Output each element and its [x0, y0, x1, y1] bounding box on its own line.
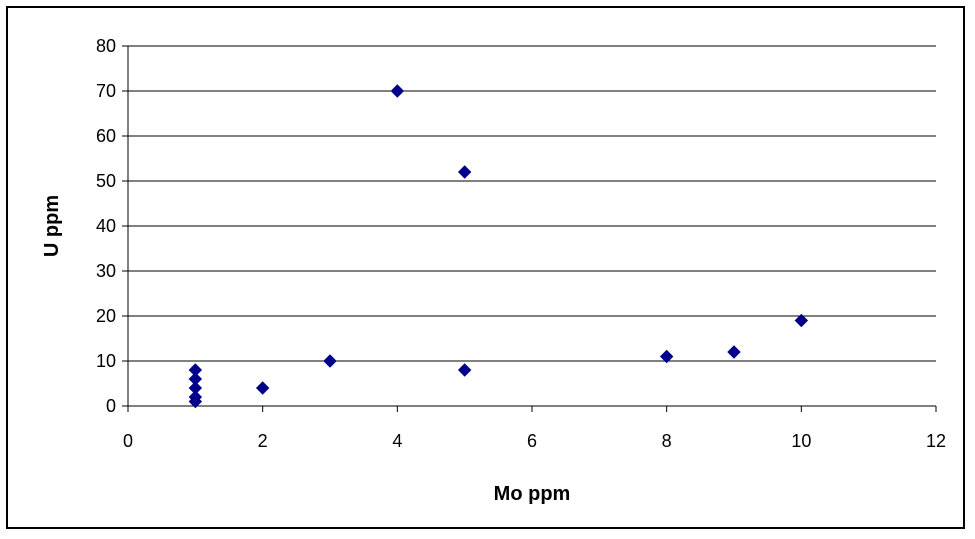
y-tick-label: 50 [96, 171, 116, 191]
x-tick-label: 0 [123, 431, 133, 451]
data-point [188, 363, 203, 377]
x-tick-label: 10 [791, 431, 811, 451]
data-points [188, 84, 809, 409]
x-tick-label: 12 [926, 431, 946, 451]
data-point [727, 345, 741, 359]
data-point [323, 354, 337, 368]
y-tick-label: 70 [96, 81, 116, 101]
data-point [188, 390, 203, 404]
y-tick-label: 20 [96, 306, 116, 326]
x-tick-label: 6 [527, 431, 537, 451]
x-tick-label: 8 [662, 431, 672, 451]
y-tick-label: 0 [106, 396, 116, 416]
y-tick-label: 30 [96, 261, 116, 281]
data-point [390, 84, 405, 98]
chart-frame [6, 6, 965, 529]
data-point [188, 381, 203, 395]
x-tick-label: 4 [392, 431, 402, 451]
data-point [794, 313, 809, 328]
data-point [255, 381, 270, 395]
x-axis-title: Mo ppm [494, 483, 571, 505]
data-point [457, 363, 472, 377]
gridlines [128, 45, 936, 362]
data-point [457, 165, 472, 179]
data-point [659, 349, 674, 364]
x-tick-label: 2 [258, 431, 268, 451]
y-tick-label: 60 [96, 126, 116, 146]
ticks: 0 10 20 30 40 50 60 70 80 0 2 4 6 8 10 12 [96, 36, 946, 451]
data-point [188, 372, 203, 386]
y-tick-label: 80 [96, 36, 116, 56]
y-tick-label: 40 [96, 216, 116, 236]
y-axis-title: U ppm [41, 195, 63, 257]
y-tick-label: 10 [96, 351, 116, 371]
